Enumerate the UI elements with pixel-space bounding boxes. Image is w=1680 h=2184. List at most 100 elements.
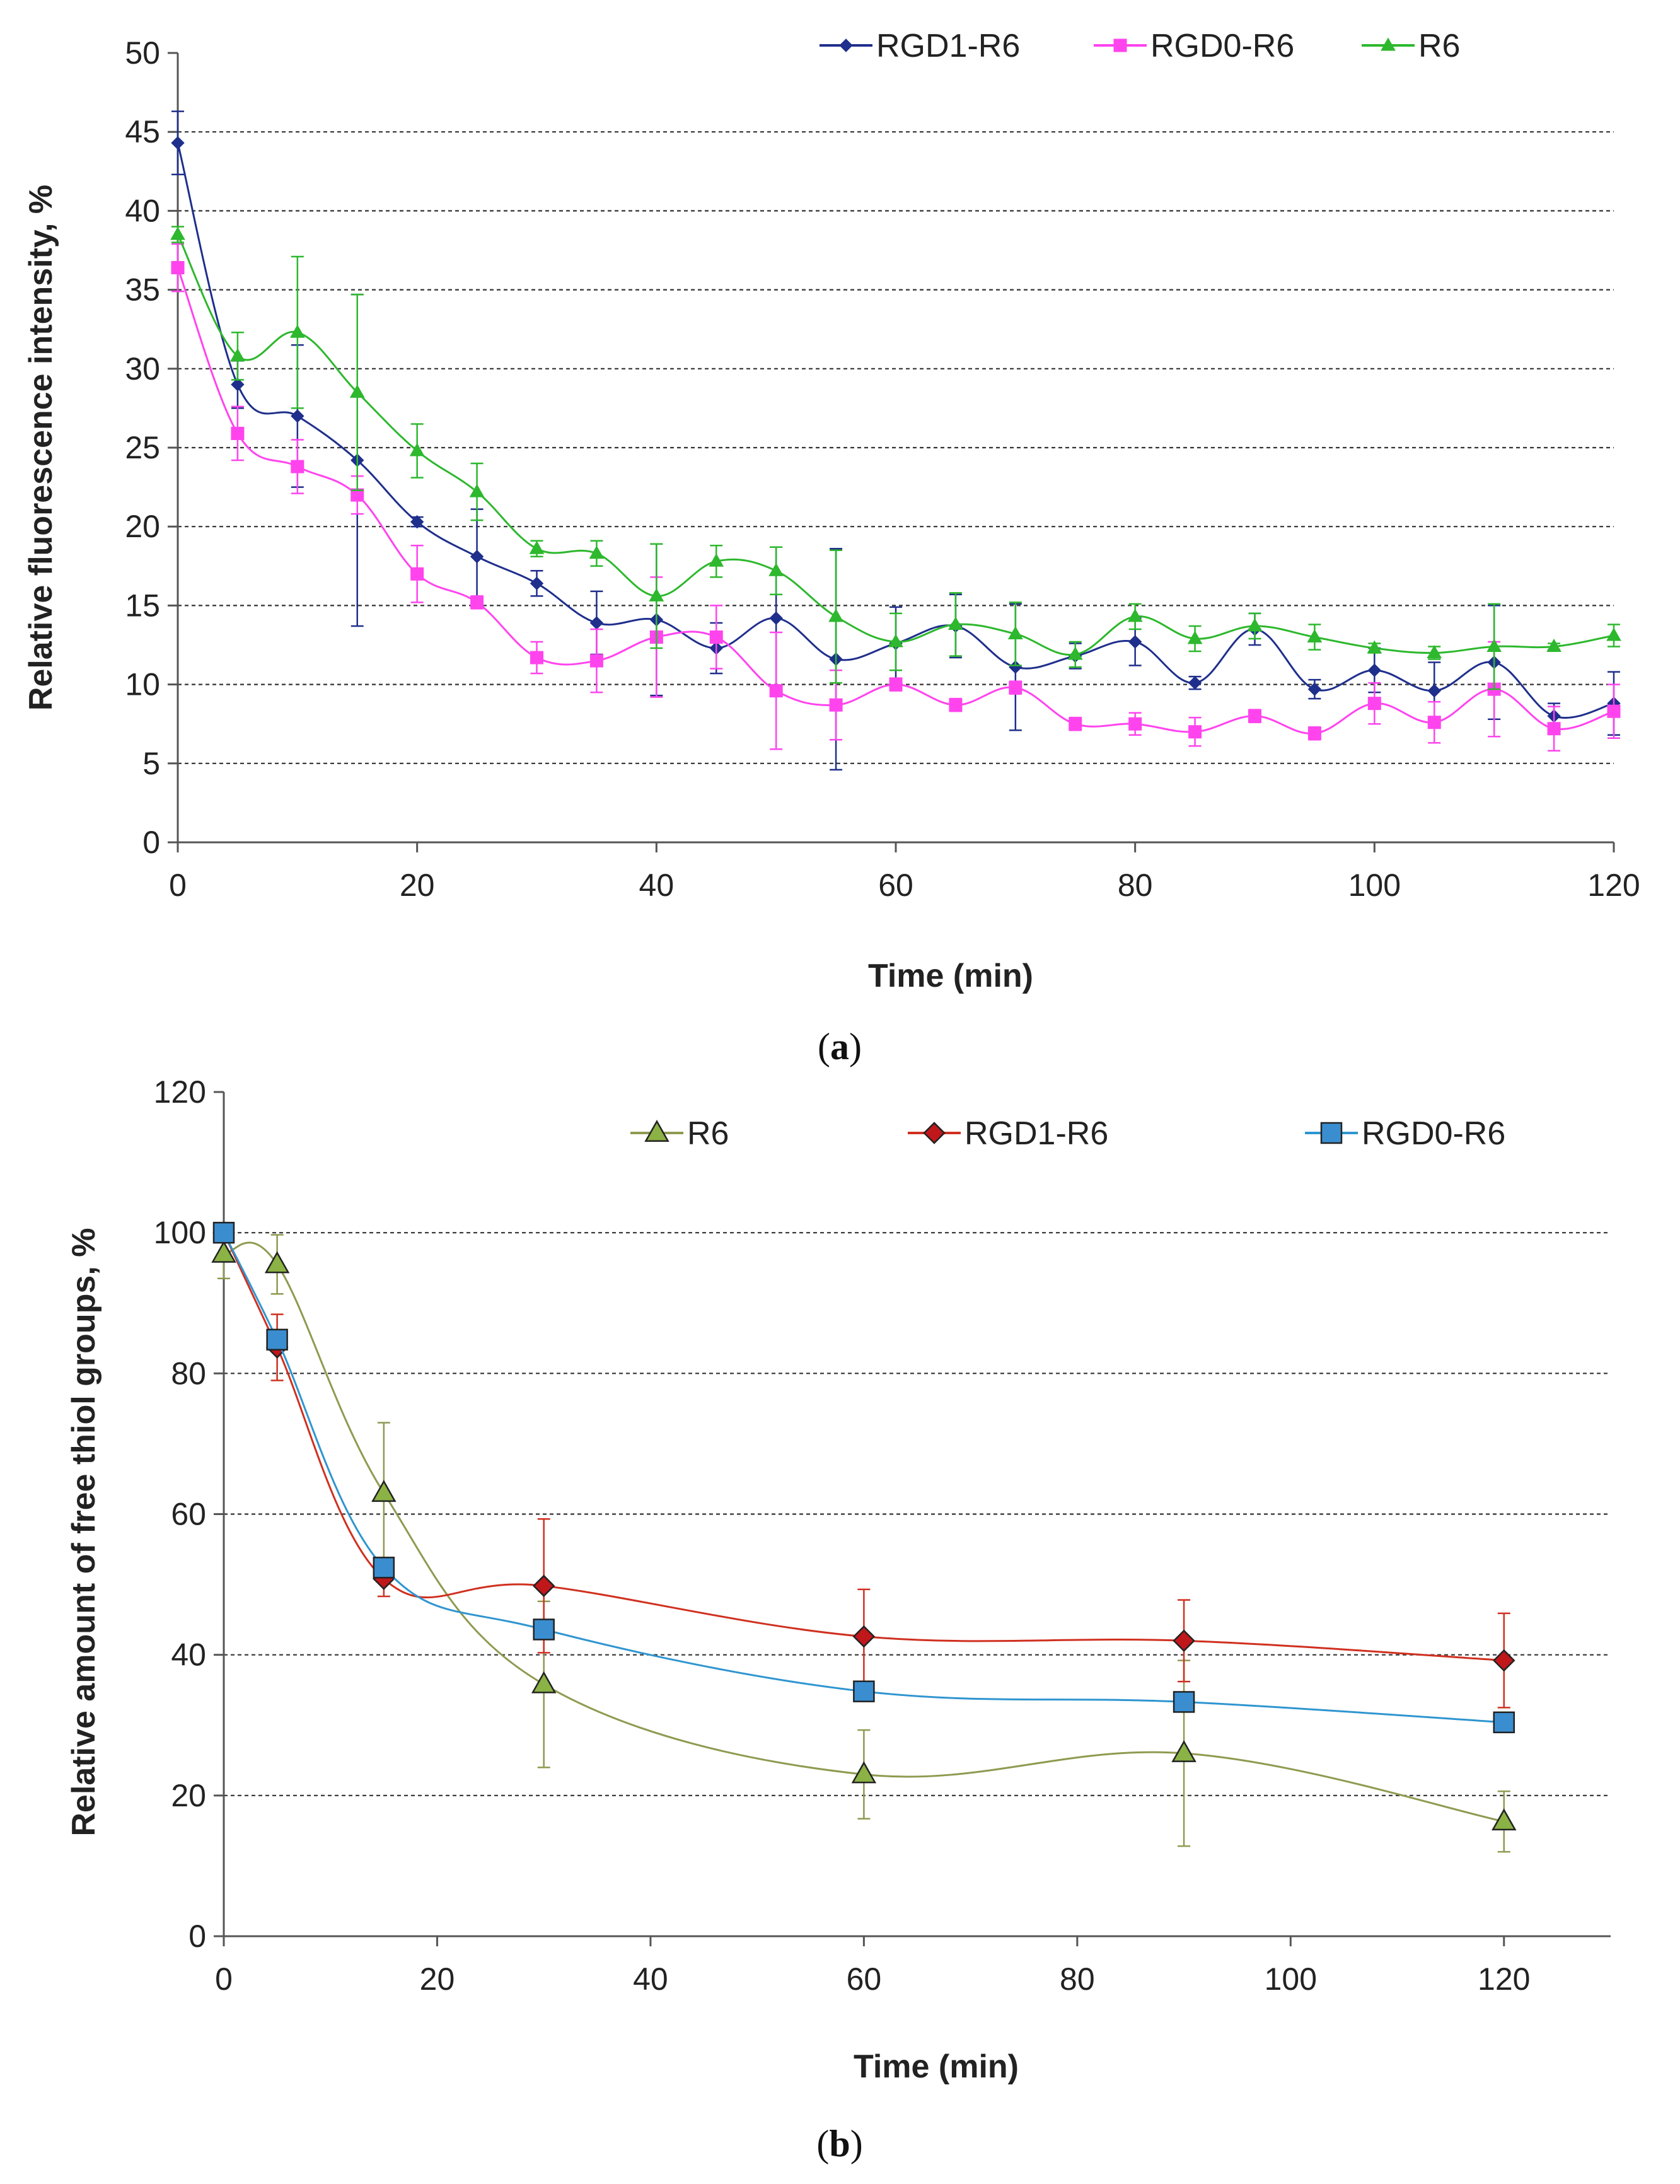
y-tick-label: 30 xyxy=(125,351,160,386)
data-point xyxy=(1069,717,1082,731)
legend-marker xyxy=(923,1122,946,1144)
y-tick-label: 60 xyxy=(171,1497,206,1532)
data-point xyxy=(1187,630,1203,644)
data-point xyxy=(371,1480,397,1502)
data-point xyxy=(853,1680,875,1702)
y-tick-label: 5 xyxy=(142,746,160,781)
data-point xyxy=(1127,608,1143,622)
y-tick-label: 45 xyxy=(125,114,160,149)
x-tick-label: 80 xyxy=(1118,868,1153,903)
data-point xyxy=(470,550,484,564)
data-point xyxy=(264,1251,290,1274)
data-point xyxy=(852,1625,876,1648)
data-point xyxy=(1367,640,1382,654)
x-axis-title-a: Time (min) xyxy=(868,958,1033,994)
y-tick-label: 40 xyxy=(125,193,160,228)
data-point xyxy=(1493,1711,1515,1734)
x-tick-label: 100 xyxy=(1348,868,1401,903)
data-point xyxy=(1128,717,1142,731)
data-point xyxy=(171,261,185,275)
data-point xyxy=(266,1328,288,1351)
data-point xyxy=(1171,1740,1196,1762)
data-point xyxy=(709,553,724,567)
legend-item: R6 xyxy=(630,1115,729,1152)
legend-item: R6 xyxy=(1362,28,1460,64)
series-line xyxy=(223,1241,1505,1823)
legend-marker xyxy=(644,1120,669,1142)
data-point xyxy=(171,136,185,150)
data-point xyxy=(409,443,425,456)
series-a xyxy=(170,110,1621,771)
data-point xyxy=(469,484,485,497)
legend-b: R6 RGD1-R6 RGD0-R6 xyxy=(630,1115,1505,1152)
data-point xyxy=(1607,704,1621,718)
x-tick-label: 20 xyxy=(420,1961,455,1997)
x-tick-label: 40 xyxy=(633,1961,668,1997)
data-point xyxy=(289,324,305,338)
series-b xyxy=(211,1221,1517,1853)
legend-label: RGD0-R6 xyxy=(1362,1115,1505,1152)
y-tick-label: 120 xyxy=(154,1074,206,1110)
y-axis-title-b: Relative amount of free thiol groups, % xyxy=(66,1228,102,1837)
y-tick-label: 100 xyxy=(154,1215,206,1250)
chart-panel-a: 0 5 10 15 20 25 30 35 40 45 50 0 20 40 60 80 100 120 Tim… xyxy=(23,28,1640,1067)
data-point xyxy=(1307,629,1323,642)
data-point xyxy=(1128,635,1142,649)
y-tick-label: 20 xyxy=(125,509,160,544)
x-ticks-b: 0 20 40 60 80 100 120 xyxy=(215,1936,1530,1997)
data-point xyxy=(1248,709,1261,723)
chart-panel-b: 0 20 40 60 80 100 120 0 20 40 60 80 100 120 Time (mi… xyxy=(66,1074,1611,2164)
x-tick-label: 120 xyxy=(1478,1961,1530,1997)
legend-marker xyxy=(1381,37,1396,51)
data-point xyxy=(532,1574,555,1598)
data-point xyxy=(829,698,843,712)
x-tick-label: 0 xyxy=(215,1961,233,1997)
data-point xyxy=(1367,697,1381,711)
y-axis-title-a: Relative fluorescence intensity, % xyxy=(23,185,59,711)
series-line xyxy=(223,1232,1504,1662)
legend-item: RGD1-R6 xyxy=(908,1115,1108,1152)
panel-label-b-close: ) xyxy=(850,2123,863,2164)
data-point xyxy=(768,562,784,576)
data-point xyxy=(1492,1808,1517,1831)
data-point xyxy=(1427,716,1441,729)
data-point xyxy=(949,698,963,712)
data-point xyxy=(589,545,605,559)
data-point xyxy=(589,654,603,668)
legend-marker xyxy=(839,38,853,52)
data-point xyxy=(530,651,543,665)
series-r6 xyxy=(170,226,1621,690)
data-point xyxy=(1009,681,1022,695)
y-tick-label: 25 xyxy=(125,430,160,465)
data-point xyxy=(1307,682,1322,696)
x-tick-label: 120 xyxy=(1587,868,1640,903)
x-tick-label: 40 xyxy=(639,868,675,903)
data-point xyxy=(948,616,963,630)
x-tick-label: 80 xyxy=(1060,1961,1095,1997)
data-point xyxy=(1493,1649,1515,1672)
x-tick-label: 20 xyxy=(400,868,435,903)
data-point xyxy=(291,460,304,473)
data-point xyxy=(1173,1629,1195,1653)
data-point xyxy=(349,384,365,398)
legend-marker xyxy=(1320,1122,1343,1144)
y-tick-label: 50 xyxy=(125,35,160,71)
data-point xyxy=(530,576,544,591)
data-point xyxy=(649,588,664,601)
legend-label: R6 xyxy=(687,1115,729,1152)
data-point xyxy=(828,608,843,622)
data-point xyxy=(529,540,545,554)
y-tick-label: 0 xyxy=(188,1919,206,1954)
data-point xyxy=(1427,683,1441,698)
legend-item: RGD1-R6 xyxy=(820,28,1020,64)
y-ticks-b: 0 20 40 60 80 100 120 xyxy=(154,1074,224,1954)
y-tick-label: 15 xyxy=(125,588,160,623)
y-tick-label: 10 xyxy=(125,667,160,702)
data-point xyxy=(231,426,245,440)
panel-label-b-open: ( xyxy=(816,2123,829,2164)
y-tick-label: 20 xyxy=(171,1778,206,1813)
data-point xyxy=(410,514,424,529)
x-tick-label: 60 xyxy=(847,1961,882,1997)
data-point xyxy=(589,616,604,630)
data-point xyxy=(889,678,903,692)
